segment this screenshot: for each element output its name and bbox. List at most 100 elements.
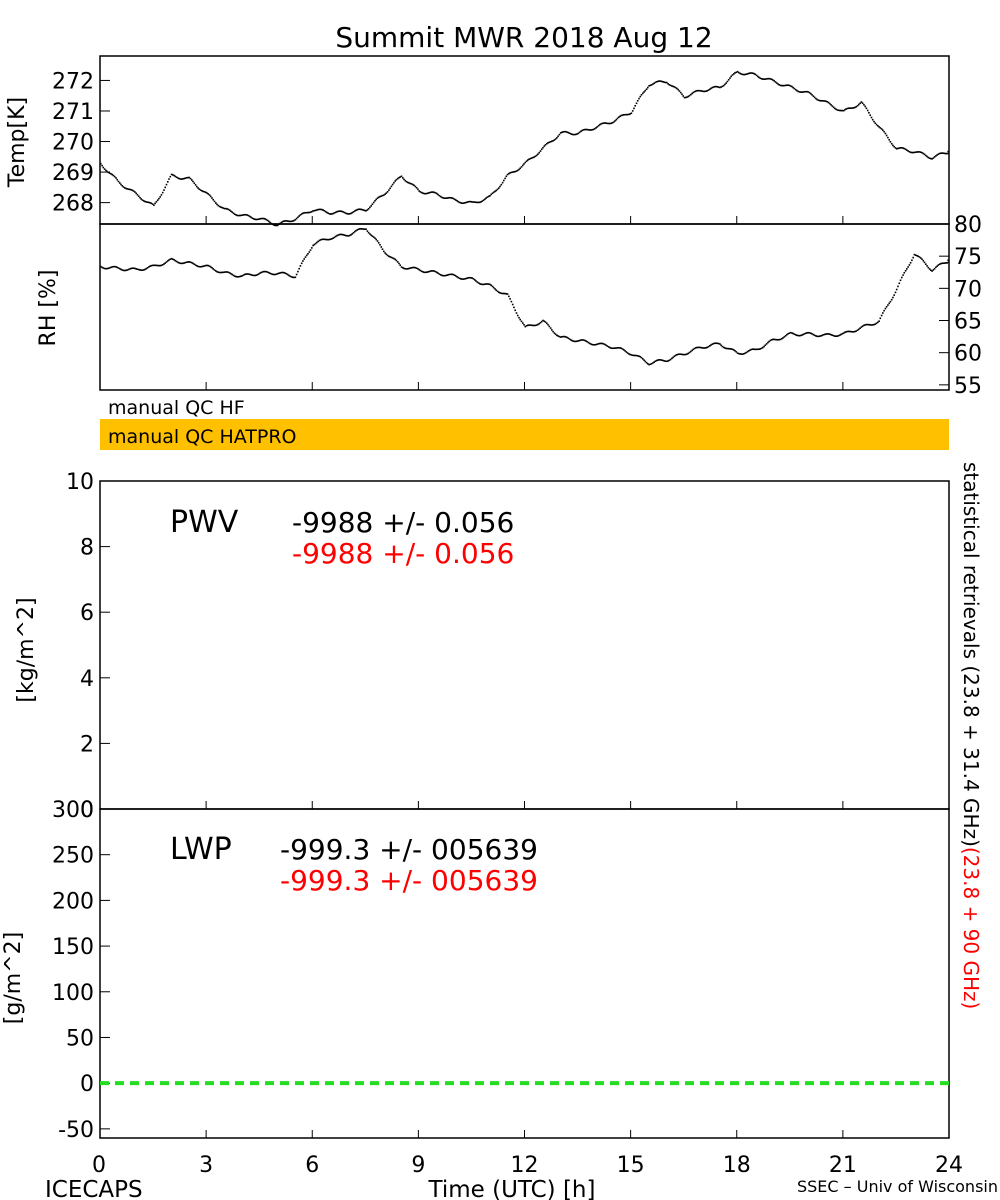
rh-point-71: [189, 261, 192, 263]
temp-point-607: [866, 109, 869, 112]
temp-point-85: [207, 193, 209, 195]
temp-point-528: [767, 77, 769, 80]
temp-point-534: [774, 81, 777, 83]
rh-point-66: [183, 262, 185, 264]
temp-point-339: [528, 158, 530, 160]
rh-point-349: [540, 320, 543, 323]
temp-point-418: [628, 113, 630, 116]
rh-point-533: [773, 338, 775, 341]
temp-point-174: [319, 208, 322, 211]
temp-point-154: [294, 218, 297, 221]
rh-point-7: [108, 267, 111, 269]
rh-point-488: [716, 342, 719, 345]
rh-point-579: [831, 334, 834, 336]
temp-point-564: [812, 95, 815, 97]
rh-point-24: [130, 267, 132, 270]
temp-point-589: [844, 108, 846, 111]
temp-point-110: [239, 214, 241, 217]
temp-point-119: [250, 216, 252, 219]
rh-point-390: [592, 344, 595, 346]
temp-point-4: [105, 169, 107, 172]
temp-point-573: [823, 100, 826, 102]
rh-point-392: [595, 343, 597, 346]
temp-point-669: [945, 152, 947, 155]
temp-point-514: [749, 72, 751, 74]
temp-point-181: [328, 213, 331, 215]
rh-point-65: [182, 262, 184, 265]
temp-point-193: [343, 211, 346, 214]
temp-point-7: [108, 172, 111, 174]
rh-point-472: [696, 346, 698, 349]
rh-point-545: [788, 332, 791, 334]
rh-point-353: [546, 322, 548, 325]
temp-point-285: [460, 202, 462, 204]
rh-point-418: [628, 353, 630, 355]
temp-point-113: [242, 214, 245, 216]
rh-point-301: [480, 283, 482, 285]
temp-point-354: [547, 142, 549, 144]
rh-point-398: [602, 343, 605, 345]
rh-point-493: [722, 346, 725, 349]
rh-point-79: [199, 266, 202, 268]
rh-point-55: [169, 258, 172, 260]
rh-point-602: [860, 326, 863, 328]
temp-yticks-label-1: 269: [52, 161, 94, 186]
rh-point-235: [396, 261, 399, 263]
rh-point-570: [820, 335, 822, 337]
rh-point-567: [816, 335, 818, 338]
rh-point-610: [870, 324, 873, 326]
rh-point-339: [528, 324, 530, 326]
temp-point-213: [369, 206, 371, 209]
temp-point-12: [115, 177, 117, 179]
rh-point-595: [851, 331, 854, 333]
temp-point-231: [391, 183, 394, 186]
rh-point-355: [548, 325, 551, 328]
rh-point-4: [105, 267, 107, 270]
temp-point-272: [443, 197, 446, 199]
rh-point-0: [100, 265, 102, 268]
temp-point-206: [360, 208, 362, 211]
rh-point-609: [869, 324, 871, 326]
temp-point-645: [914, 151, 917, 153]
temp-point-388: [590, 129, 592, 131]
temp-point-579: [831, 105, 834, 107]
rh-point-319: [503, 292, 505, 295]
temp-point-385: [586, 128, 588, 131]
temp-point-535: [775, 82, 778, 84]
rh-point-564: [812, 333, 815, 336]
temp-point-117: [247, 214, 250, 217]
temp-point-367: [563, 130, 566, 133]
lwp-yticks-label-1: 0: [80, 1072, 94, 1097]
temp-point-250: [415, 187, 418, 189]
temp-yticks-label-0: 268: [52, 192, 94, 217]
temp-point-332: [519, 167, 521, 170]
rh-point-5: [106, 267, 108, 270]
rh-point-364: [559, 336, 562, 338]
temp-point-82: [203, 191, 206, 193]
rh-point-373: [571, 339, 573, 342]
temp-point-612: [873, 120, 875, 123]
temp-point-144: [281, 220, 284, 223]
pwv-y-ticks: 0 2 4 6 8 10: [66, 470, 110, 823]
temp-point-634: [901, 147, 903, 149]
rh-point-388: [590, 343, 592, 345]
temp-point-578: [830, 104, 832, 106]
rh-point-522: [759, 348, 762, 350]
rh-y-ticks: 55 60 65 70 75 80: [939, 213, 982, 399]
rh-point-94: [218, 271, 221, 274]
rh-point-12: [115, 266, 117, 268]
rh-point-668: [943, 262, 946, 264]
x-tick-label-3: 9: [411, 1153, 425, 1178]
rh-point-161: [303, 258, 305, 260]
lwp-yticks-label-5: 200: [52, 889, 94, 914]
temp-point-628: [893, 145, 895, 148]
rh-point-628: [893, 294, 895, 296]
lwp-label: LWP: [170, 832, 232, 867]
temp-panel: 268 269 270 271 272 Temp[K]: [5, 55, 950, 227]
rh-point-153: [293, 276, 295, 279]
rh-point-41: [151, 264, 154, 267]
temp-point-208: [362, 209, 365, 211]
rh-point-240: [403, 267, 405, 270]
rh-point-359: [553, 332, 556, 334]
rh-point-143: [280, 271, 283, 274]
